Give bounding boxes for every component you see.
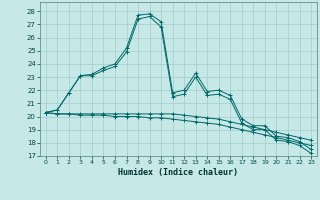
X-axis label: Humidex (Indice chaleur): Humidex (Indice chaleur): [118, 168, 238, 177]
